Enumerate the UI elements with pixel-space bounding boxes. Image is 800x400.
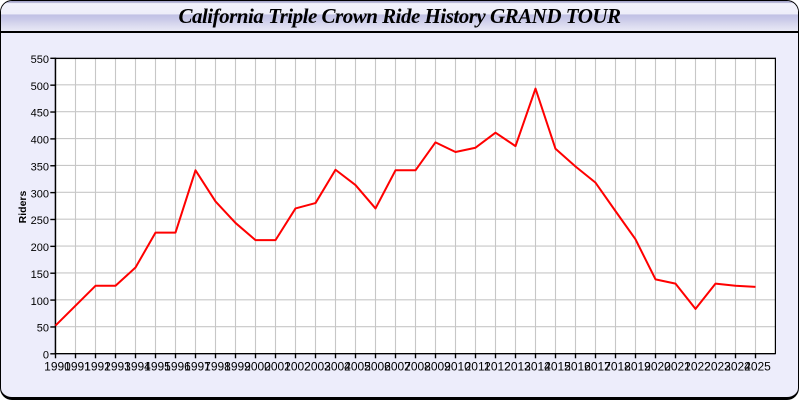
svg-text:2025: 2025 — [744, 359, 771, 373]
svg-text:1999: 1999 — [224, 359, 251, 373]
svg-text:100: 100 — [30, 295, 48, 307]
svg-text:2022: 2022 — [684, 359, 711, 373]
svg-text:300: 300 — [30, 188, 48, 200]
svg-text:1993: 1993 — [104, 359, 131, 373]
svg-text:550: 550 — [30, 54, 48, 66]
svg-text:150: 150 — [30, 268, 48, 280]
svg-text:1990: 1990 — [44, 359, 71, 373]
svg-text:350: 350 — [30, 161, 48, 173]
svg-text:2005: 2005 — [344, 359, 371, 373]
svg-text:2019: 2019 — [624, 359, 651, 373]
svg-text:2009: 2009 — [424, 359, 451, 373]
svg-text:1997: 1997 — [184, 359, 211, 373]
svg-text:2015: 2015 — [544, 359, 571, 373]
svg-text:1991: 1991 — [64, 359, 91, 373]
svg-text:2010: 2010 — [444, 359, 471, 373]
svg-text:Riders: Riders — [17, 190, 29, 223]
svg-text:200: 200 — [30, 242, 48, 254]
svg-text:2024: 2024 — [724, 359, 751, 373]
svg-text:2017: 2017 — [584, 359, 611, 373]
svg-text:1992: 1992 — [84, 359, 111, 373]
svg-text:0: 0 — [42, 349, 48, 361]
svg-text:2008: 2008 — [404, 359, 431, 373]
svg-text:2020: 2020 — [644, 359, 671, 373]
svg-text:2006: 2006 — [364, 359, 391, 373]
svg-text:2021: 2021 — [664, 359, 691, 373]
svg-text:2004: 2004 — [324, 359, 351, 373]
svg-text:450: 450 — [30, 107, 48, 119]
svg-text:400: 400 — [30, 134, 48, 146]
svg-text:1998: 1998 — [204, 359, 231, 373]
svg-text:2012: 2012 — [484, 359, 511, 373]
svg-text:50: 50 — [36, 322, 48, 334]
svg-text:2016: 2016 — [564, 359, 591, 373]
svg-text:1995: 1995 — [144, 359, 171, 373]
svg-text:1996: 1996 — [164, 359, 191, 373]
svg-text:2023: 2023 — [704, 359, 731, 373]
svg-text:500: 500 — [30, 80, 48, 92]
svg-text:2002: 2002 — [284, 359, 311, 373]
svg-text:250: 250 — [30, 215, 48, 227]
svg-text:1994: 1994 — [124, 359, 151, 373]
svg-text:2000: 2000 — [244, 359, 271, 373]
svg-text:2014: 2014 — [524, 359, 551, 373]
svg-text:2011: 2011 — [464, 359, 490, 373]
svg-text:2018: 2018 — [604, 359, 631, 373]
svg-text:2001: 2001 — [264, 359, 291, 373]
svg-text:2007: 2007 — [384, 359, 411, 373]
svg-text:2003: 2003 — [304, 359, 331, 373]
svg-text:2013: 2013 — [504, 359, 531, 373]
